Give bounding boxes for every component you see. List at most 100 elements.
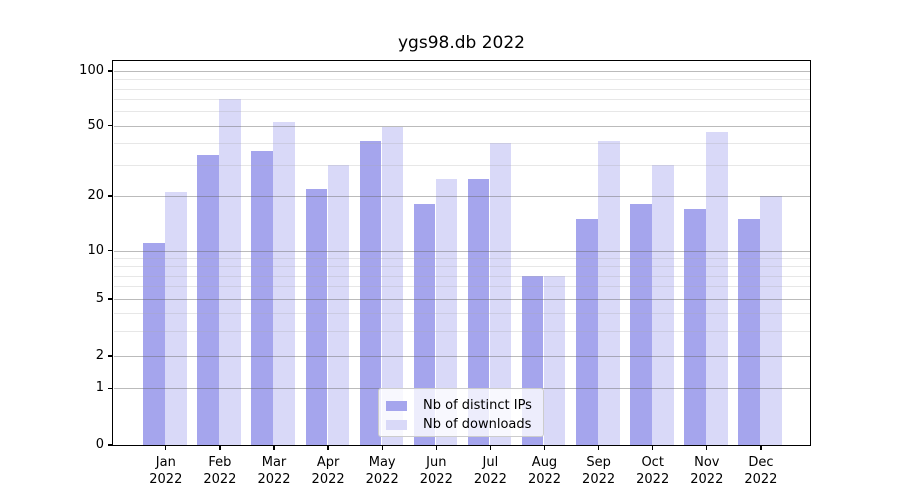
y-tick-mark-0: [108, 444, 112, 446]
x-tick-mark-sep: [597, 445, 600, 450]
gridline-minor-7: [113, 275, 810, 277]
gridline-minor-40: [113, 142, 810, 144]
bar-nb-of-distinct-ips-nov: [684, 208, 706, 445]
bar-nb-of-downloads-nov: [706, 131, 728, 445]
bar-nb-of-downloads-may: [381, 127, 404, 445]
bar-nb-of-distinct-ips-jan: [143, 243, 165, 445]
x-tick-label-sep: Sep 2022: [569, 454, 629, 488]
plot-frame: [112, 60, 811, 446]
x-tick-label-jul: Jul 2022: [460, 454, 520, 488]
x-tick-month: Sep: [586, 455, 611, 470]
x-tick-month: Aug: [531, 455, 558, 470]
bar-nb-of-distinct-ips-feb: [197, 155, 219, 445]
legend-item-nb-of-downloads: Nb of downloads: [386, 416, 535, 435]
gridline-minor-90: [113, 79, 810, 81]
y-tick-mark-20: [108, 195, 112, 197]
gridline-major-20: [113, 196, 810, 197]
gridline-minor-80: [113, 88, 810, 90]
bar-nb-of-downloads-apr: [327, 164, 350, 445]
gridline-minor-60: [113, 111, 810, 113]
y-tick-mark-50: [108, 124, 112, 127]
x-tick-month: Nov: [694, 455, 720, 470]
x-tick-month: Jan: [155, 455, 176, 470]
gridline-major-100: [113, 71, 810, 72]
bar-nb-of-downloads-mar: [273, 122, 295, 445]
gridline-minor-4: [113, 312, 810, 314]
gridline-minor-70: [113, 99, 810, 101]
x-tick-mark-nov: [706, 445, 708, 450]
y-tick-label-10: 10: [87, 242, 104, 258]
y-tick-label-100: 100: [79, 63, 104, 78]
x-tick-year: 2022: [744, 472, 778, 487]
x-tick-mark-jan: [165, 445, 167, 450]
x-tick-mark-jul: [489, 445, 492, 450]
x-tick-year: 2022: [419, 472, 453, 487]
legend-item-nb-of-distinct-ips: Nb of distinct IPs: [386, 397, 535, 416]
bar-nb-of-downloads-oct: [652, 164, 674, 445]
x-tick-year: 2022: [149, 472, 183, 487]
x-tick-mark-feb: [219, 445, 221, 450]
x-tick-month: Apr: [316, 455, 340, 470]
x-tick-year: 2022: [582, 472, 616, 487]
bar-nb-of-distinct-ips-mar: [251, 150, 273, 445]
x-tick-year: 2022: [257, 472, 291, 487]
x-tick-month: May: [368, 455, 396, 470]
legend-label: Nb of downloads: [423, 416, 532, 432]
bar-nb-of-downloads-jun: [435, 178, 458, 445]
x-tick-year: 2022: [311, 472, 345, 487]
gridline-major-5: [113, 299, 810, 300]
x-tick-month: Feb: [208, 455, 232, 470]
gridline-major-2: [113, 356, 810, 357]
y-tick-mark-100: [108, 70, 112, 72]
y-tick-mark-1: [108, 387, 112, 389]
y-tick-label-0: 0: [95, 437, 104, 452]
bar-nb-of-distinct-ips-oct: [630, 204, 652, 445]
x-tick-month: Dec: [748, 455, 774, 470]
x-tick-year: 2022: [527, 472, 562, 487]
x-tick-year: 2022: [365, 472, 399, 487]
x-tick-month: Jun: [426, 455, 447, 470]
gridline-major-50: [113, 125, 810, 127]
x-tick-year: 2022: [473, 472, 507, 487]
x-tick-month: Mar: [261, 455, 287, 470]
y-tick-label-1: 1: [95, 380, 104, 396]
y-tick-label-20: 20: [87, 188, 104, 203]
bar-nb-of-distinct-ips-jun: [413, 204, 436, 445]
x-tick-mark-mar: [273, 445, 275, 450]
x-tick-label-aug: Aug 2022: [515, 454, 575, 488]
y-tick-label-50: 50: [87, 117, 104, 133]
y-tick-mark-2: [108, 355, 112, 357]
legend: Nb of distinct IPs Nb of downloads: [378, 388, 544, 437]
x-tick-mark-dec: [760, 445, 762, 450]
legend-swatch-nb-of-downloads: [386, 419, 407, 430]
x-tick-mark-apr: [327, 445, 329, 450]
y-tick-mark-5: [108, 298, 112, 300]
x-tick-mark-jun: [435, 445, 437, 450]
x-tick-label-nov: Nov 2022: [677, 454, 737, 488]
gridline-minor-9: [113, 258, 810, 260]
y-tick-label-2: 2: [95, 348, 104, 363]
gridline-major-10: [113, 250, 810, 252]
x-tick-mark-oct: [652, 445, 654, 450]
x-tick-label-dec: Dec 2022: [731, 454, 791, 488]
x-tick-year: 2022: [690, 472, 724, 487]
x-tick-year: 2022: [203, 472, 237, 487]
gridline-minor-30: [113, 164, 810, 166]
x-tick-label-jun: Jun 2022: [406, 454, 466, 488]
bar-nb-of-distinct-ips-apr: [305, 188, 328, 445]
bar-nb-of-downloads-aug: [543, 275, 566, 445]
chart-title: ygs98.db 2022: [398, 33, 525, 53]
gridline-minor-3: [113, 330, 810, 332]
x-tick-month: Oct: [641, 455, 664, 470]
bar-nb-of-downloads-feb: [219, 99, 241, 445]
bar-nb-of-distinct-ips-sep: [576, 218, 598, 445]
bar-nb-of-distinct-ips-dec: [738, 218, 760, 445]
x-tick-label-mar: Mar 2022: [244, 454, 304, 488]
x-tick-label-jan: Jan 2022: [136, 454, 196, 488]
x-tick-label-feb: Feb 2022: [190, 454, 250, 488]
x-tick-year: 2022: [636, 472, 670, 487]
bar-nb-of-downloads-jul: [489, 142, 512, 445]
y-tick-mark-10: [108, 250, 112, 252]
bar-nb-of-distinct-ips-jul: [467, 178, 490, 445]
